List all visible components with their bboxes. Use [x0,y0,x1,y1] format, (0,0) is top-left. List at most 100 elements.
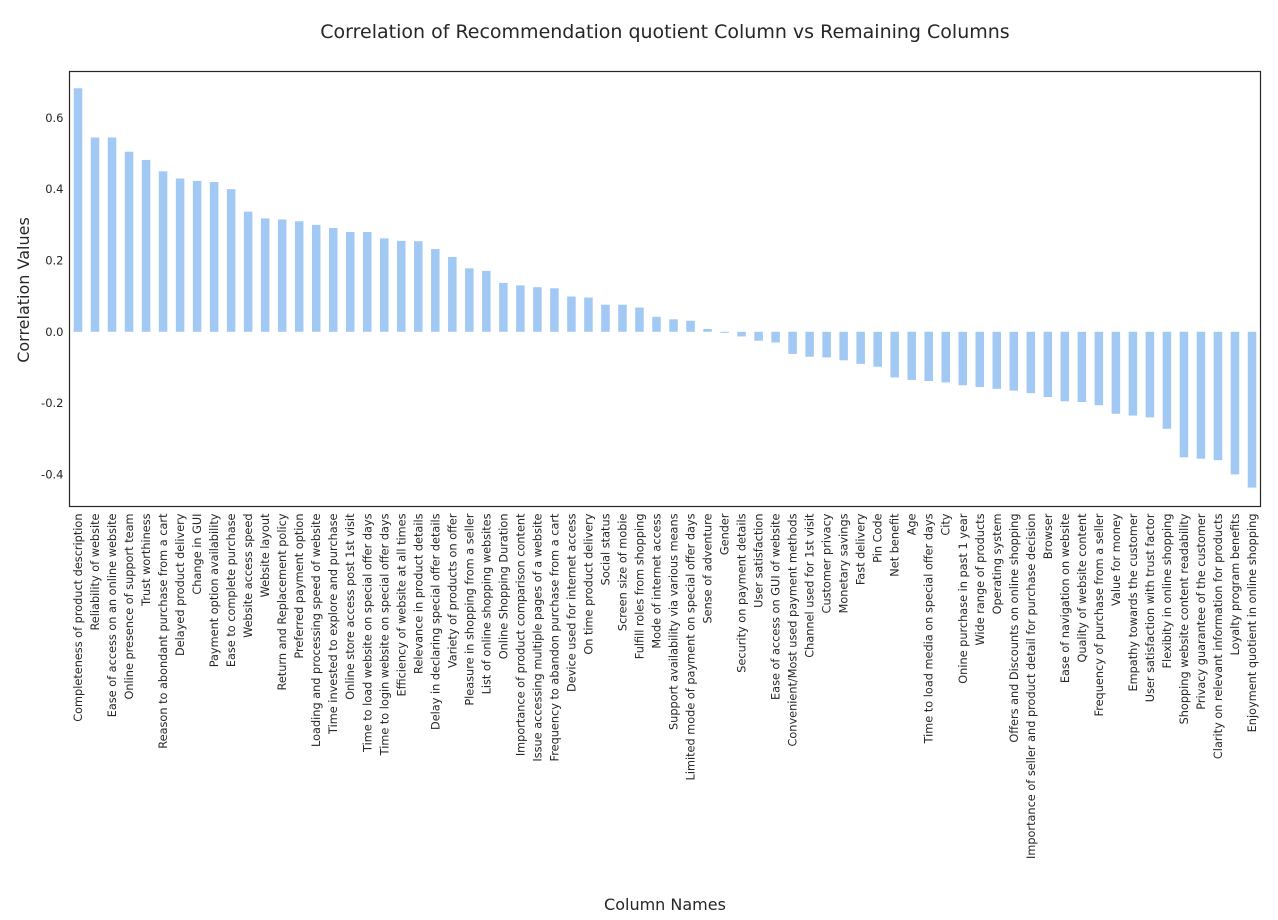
x-tick-label: Issue accessing multiple pages of a webs… [531,513,544,761]
x-tick-label: Pin Code [872,513,885,562]
y-tick-label: -0.2 [41,396,63,410]
bar [1179,331,1189,458]
bar [1077,331,1087,403]
bar [499,282,508,332]
x-axis-label: Column Names [604,895,726,914]
x-tick-label: Online presence of support team [123,514,136,700]
bar [431,249,440,332]
bar [175,178,185,332]
x-tick-label: Clarity on relevant information for prod… [1212,513,1225,759]
x-tick-label: Security on payment details [736,513,749,672]
x-tick-label: Ease of access on GUI of website [770,513,783,700]
y-tick-label: 0.4 [45,182,63,196]
x-tick-label: Trust worthiness [140,513,153,606]
bar [890,331,899,378]
x-tick-label: Sense of adventure [702,513,715,623]
x-tick-label: Empathy towards the customer [1127,513,1140,691]
x-tick-label: Privacy guarantee of the customer [1195,513,1208,710]
x-tick-label: User satisfaction with trust factor [1144,513,1157,702]
x-tick-label: Fast delivery [855,513,868,585]
bar [720,331,729,333]
x-tick-label: Loyalty program benefits [1229,513,1242,655]
bar [465,268,474,332]
bar [567,296,576,332]
bar [277,219,287,332]
x-tick-label: Variety of products on offer [446,513,459,668]
bar [1094,331,1104,406]
bar [192,180,202,332]
bar [941,331,950,383]
x-tick-label: Delay in declaring special offer details [429,513,442,730]
x-tick-label: Time to load website on special offer da… [361,513,374,753]
bar [243,211,253,332]
bar [1162,331,1172,429]
chart-title: Correlation of Recommendation quotient C… [320,21,1009,43]
x-tick-label: Reliability of website [89,513,102,630]
bar [209,182,219,332]
bar [260,218,270,332]
bar [856,331,865,364]
x-tick-label: Shopping website content readability [1178,513,1191,724]
x-tick-label: Ease of navigation on website [1059,513,1072,683]
plot-frame [68,70,1262,508]
x-tick-label: Efficiency of website at all times [395,513,408,696]
x-tick-label: Relevance in product details [412,513,425,674]
bar [328,228,338,332]
bar [73,88,83,332]
x-tick-label: Importance of seller and product detail … [1025,514,1038,859]
bar [482,270,491,332]
x-tick-label: Fulfill roles from shopping [633,514,646,660]
x-tick-label: Pleasure in shopping from a seller [463,513,476,706]
x-tick-label: Quality of website content [1076,513,1089,663]
x-tick-label: Return and Replacement policy [276,513,289,690]
bar [771,331,780,343]
bar [107,137,117,332]
x-tick-label: Enjoyment quotient in online shopping [1246,514,1259,733]
x-tick-label: Website layout [259,513,272,597]
bar [158,171,168,332]
x-tick-label: Delayed product delivery [174,513,187,656]
bar [669,319,678,332]
bar [839,331,848,361]
bar [737,331,746,337]
bar [907,331,916,380]
bar [294,221,304,332]
bar [652,316,661,332]
bar [516,285,525,332]
x-tick-label: Importance of product comparison content [514,513,527,756]
x-tick-label: Online store access post 1st visit [344,513,357,700]
x-tick-label: Browser [1042,513,1055,559]
bar [1060,331,1070,402]
x-tick-label: Online Shopping Duration [497,514,510,660]
bar [924,331,933,381]
bar [635,307,644,332]
bar [601,304,610,332]
x-tick-label: Frequency to abandon purchase from a car… [548,513,561,762]
bar [533,287,542,332]
bar [1043,331,1053,398]
x-tick-label: Time to login website on special offer d… [378,513,391,756]
bar [788,331,797,354]
x-tick-label: On time product delivery [582,513,595,654]
bar [141,159,151,332]
y-axis-ticks: -0.4 -0.2 0.0 0.2 0.4 0.6 [41,111,63,482]
x-axis-ticks: Completeness of product description Relia… [72,513,1259,859]
x-tick-label: Customer privacy [821,513,834,613]
y-tick-label: -0.4 [41,467,63,481]
x-tick-label: Limited mode of payment on special offer… [685,513,698,780]
x-tick-label: Loading and processing speed of website [310,513,323,746]
bar [1111,331,1121,414]
bar [1009,331,1019,391]
bar [822,331,831,358]
bar [380,238,389,332]
x-tick-label: Change in GUI [191,514,204,595]
x-tick-label: Offers and Discounts on online shopping [1008,514,1021,743]
x-tick-label: Support availability via various means [668,513,681,730]
x-tick-label: Value for money [1110,513,1123,606]
bar [686,320,695,332]
bar [958,331,968,386]
bar [805,331,814,357]
x-tick-label: Social status [599,513,612,585]
y-tick-label: 0.6 [45,111,63,125]
x-tick-label: Preferred payment option [293,514,306,659]
